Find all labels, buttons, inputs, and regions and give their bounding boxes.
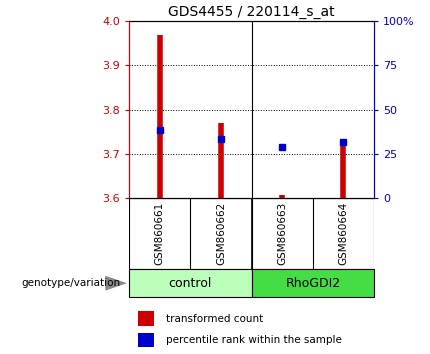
Polygon shape bbox=[105, 276, 127, 291]
Title: GDS4455 / 220114_s_at: GDS4455 / 220114_s_at bbox=[168, 5, 335, 19]
Text: percentile rank within the sample: percentile rank within the sample bbox=[166, 335, 341, 345]
Bar bbox=[138, 311, 154, 326]
Bar bbox=[252, 269, 374, 297]
Text: transformed count: transformed count bbox=[166, 314, 263, 324]
Text: GSM860664: GSM860664 bbox=[338, 202, 348, 265]
Text: genotype/variation: genotype/variation bbox=[21, 278, 120, 288]
Text: GSM860663: GSM860663 bbox=[277, 202, 287, 265]
Text: control: control bbox=[169, 277, 212, 290]
Text: GSM860661: GSM860661 bbox=[155, 202, 165, 265]
Bar bbox=[138, 333, 154, 348]
Bar bbox=[129, 269, 252, 297]
Text: GSM860662: GSM860662 bbox=[216, 202, 226, 265]
Text: RhoGDI2: RhoGDI2 bbox=[285, 277, 341, 290]
